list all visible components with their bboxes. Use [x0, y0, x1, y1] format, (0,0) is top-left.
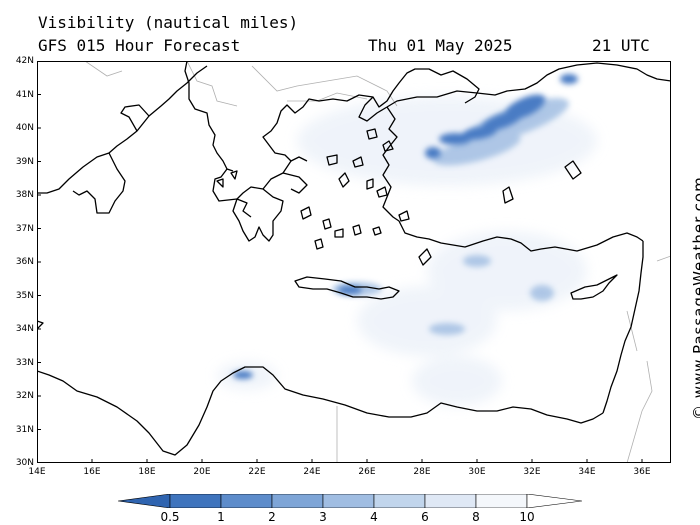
- axis-ticks: [37, 61, 643, 463]
- lon-label: 20E: [193, 467, 211, 477]
- lon-label: 16E: [83, 467, 101, 477]
- lat-label: 34N: [15, 324, 34, 334]
- low-visibility-area: [233, 74, 578, 379]
- scale-bin: [322, 494, 375, 508]
- lat-label: 33N: [15, 358, 34, 368]
- lat-label: 30N: [15, 458, 34, 468]
- scale-label: 10: [519, 510, 535, 524]
- lon-label: 24E: [303, 467, 321, 477]
- scale-arrow-low: [118, 494, 171, 508]
- scale-bin: [424, 494, 477, 508]
- lat-label: 42N: [15, 56, 34, 66]
- scale-label: 6: [421, 510, 429, 524]
- lon-label: 36E: [633, 467, 651, 477]
- scale-label: 8: [472, 510, 480, 524]
- visibility-color-scale: [118, 494, 582, 508]
- scale-bin: [220, 494, 273, 508]
- lat-label: 39N: [15, 157, 34, 167]
- lon-label: 18E: [138, 467, 156, 477]
- scale-bin: [373, 494, 426, 508]
- scale-bin: [475, 494, 528, 508]
- scale-label: 3: [319, 510, 327, 524]
- lat-label: 38N: [15, 190, 34, 200]
- lon-label: 22E: [248, 467, 266, 477]
- scale-bin: [169, 494, 222, 508]
- scale-arrow-high: [526, 494, 582, 508]
- map-title: Visibility (nautical miles): [38, 13, 299, 32]
- lat-label: 31N: [15, 425, 34, 435]
- scale-label: 2: [268, 510, 276, 524]
- scale-label: 0.5: [160, 510, 180, 524]
- lon-label: 34E: [578, 467, 596, 477]
- lon-label: 14E: [28, 467, 46, 477]
- lat-label: 37N: [15, 224, 34, 234]
- lat-label: 36N: [15, 257, 34, 267]
- visibility-map: [37, 61, 671, 463]
- scale-bin: [271, 494, 324, 508]
- lon-label: 28E: [413, 467, 431, 477]
- lat-label: 41N: [15, 90, 34, 100]
- lat-label: 35N: [15, 291, 34, 301]
- website-credit: © www.PassageWeather.com: [690, 176, 700, 420]
- lon-label: 26E: [358, 467, 376, 477]
- lat-label: 32N: [15, 391, 34, 401]
- forecast-time: 21 UTC: [592, 36, 650, 55]
- scale-label: 4: [370, 510, 378, 524]
- country-borders: [84, 61, 671, 463]
- lon-label: 30E: [468, 467, 486, 477]
- forecast-model: GFS 015 Hour Forecast: [38, 36, 241, 55]
- lon-label: 32E: [523, 467, 541, 477]
- lat-label: 40N: [15, 123, 34, 133]
- scale-label: 1: [217, 510, 225, 524]
- coastlines: [37, 61, 671, 456]
- forecast-date: Thu 01 May 2025: [368, 36, 513, 55]
